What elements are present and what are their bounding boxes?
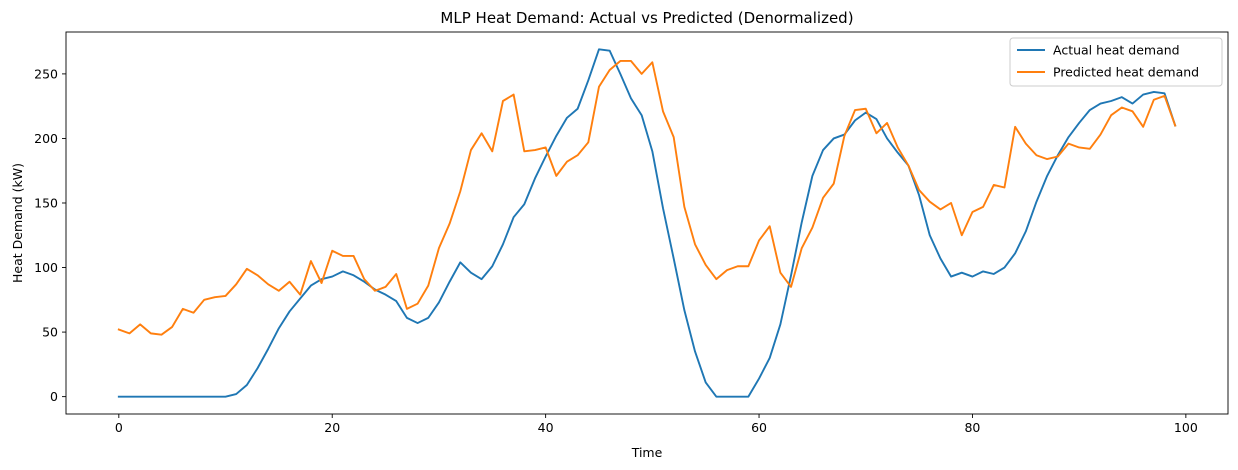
y-tick-label: 200 bbox=[34, 131, 58, 146]
x-tick-label: 100 bbox=[1174, 420, 1198, 435]
y-axis-label: Heat Demand (kW) bbox=[10, 163, 25, 283]
chart-title: MLP Heat Demand: Actual vs Predicted (De… bbox=[440, 9, 853, 27]
legend-label-predicted: Predicted heat demand bbox=[1053, 65, 1199, 80]
series-line-actual bbox=[117, 48, 1177, 398]
plot-content bbox=[117, 48, 1177, 398]
y-tick-label: 0 bbox=[50, 389, 58, 404]
y-axis: 0 50 100 150 200 250 bbox=[34, 66, 66, 404]
x-tick-label: 80 bbox=[964, 420, 980, 435]
x-tick-label: 60 bbox=[751, 420, 767, 435]
y-tick-label: 50 bbox=[42, 325, 58, 340]
y-tick-label: 250 bbox=[34, 66, 58, 81]
plot-frame bbox=[65, 31, 1229, 415]
series-line-predicted bbox=[117, 60, 1177, 336]
legend-box bbox=[1009, 37, 1223, 87]
x-tick-label: 20 bbox=[324, 420, 340, 435]
x-tick-label: 40 bbox=[538, 420, 554, 435]
x-tick-label: 0 bbox=[115, 420, 123, 435]
legend: Actual heat demand Predicted heat demand bbox=[1009, 37, 1223, 87]
x-axis-label: Time bbox=[631, 445, 663, 460]
legend-label-actual: Actual heat demand bbox=[1053, 43, 1180, 58]
x-axis: 0 20 40 60 80 100 bbox=[115, 414, 1198, 435]
y-tick-label: 100 bbox=[34, 260, 58, 275]
y-tick-label: 150 bbox=[34, 195, 58, 210]
